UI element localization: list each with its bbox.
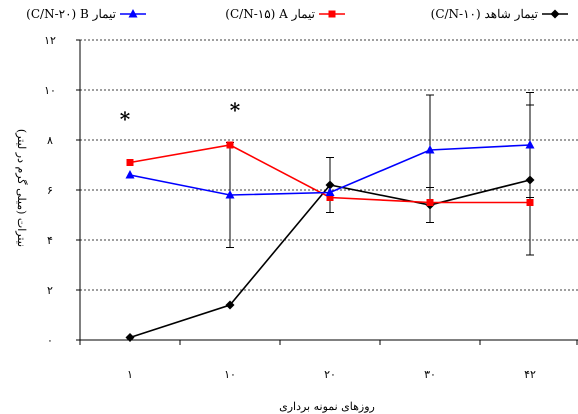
error-bars xyxy=(226,92,534,256)
data-point xyxy=(325,187,335,196)
data-point xyxy=(525,175,535,185)
x-axis-title: روزهای نمونه برداری xyxy=(279,400,375,413)
y-tick-label: ۱۲ xyxy=(44,34,56,47)
data-point xyxy=(525,140,535,149)
data-point xyxy=(225,300,235,310)
data-point xyxy=(326,194,334,201)
y-tick-label: ۸ xyxy=(47,134,53,147)
significance-stars: * * xyxy=(120,98,241,131)
y-tick-label: ۴ xyxy=(47,234,53,247)
x-tick-label: ۲۰ xyxy=(324,368,336,381)
significance-star: * xyxy=(120,107,131,131)
data-point xyxy=(425,145,435,154)
data-point xyxy=(426,199,434,206)
data-point xyxy=(125,170,135,179)
data-point xyxy=(325,180,335,190)
y-tick-label: ۲ xyxy=(47,284,53,297)
legend: تیمار C/N-۲۰) B) تیمار C/N-۱۵) A) تیمار شا… xyxy=(26,7,568,21)
legend-label: تیمار C/N-۱۵) A) xyxy=(225,7,315,21)
x-tick-label: ۱ xyxy=(127,368,133,381)
data-point xyxy=(550,9,560,19)
significance-star: * xyxy=(230,98,241,122)
series-lines xyxy=(125,140,535,342)
x-tick-label: ۱۰ xyxy=(224,368,236,381)
x-tick-label: ۳۰ xyxy=(424,368,436,381)
data-point xyxy=(126,159,134,166)
data-point xyxy=(128,9,138,18)
y-tick-label: ۶ xyxy=(47,184,53,197)
y-axis-title: نیترات (میلی گرم در لیتر) xyxy=(15,129,28,247)
data-point xyxy=(328,10,336,18)
gridlines xyxy=(80,39,578,291)
y-tick-label: ۱۰ xyxy=(44,84,56,97)
y-axis-ticks: ۰ ۲ ۴ ۶ ۸ ۱۰ ۱۲ xyxy=(44,34,80,347)
x-axis-ticks: ۱ ۱۰ ۲۰ ۳۰ ۴۲ xyxy=(79,340,578,381)
data-point xyxy=(225,190,235,199)
data-point xyxy=(226,141,234,149)
legend-label: تیمار شاهد (C/N-۱۰) xyxy=(431,7,538,21)
x-tick-label: ۴۲ xyxy=(524,368,536,381)
data-point xyxy=(526,199,534,206)
data-point xyxy=(125,333,135,342)
legend-label: تیمار C/N-۲۰) B) xyxy=(26,7,116,21)
y-tick-label: ۰ xyxy=(47,334,53,347)
